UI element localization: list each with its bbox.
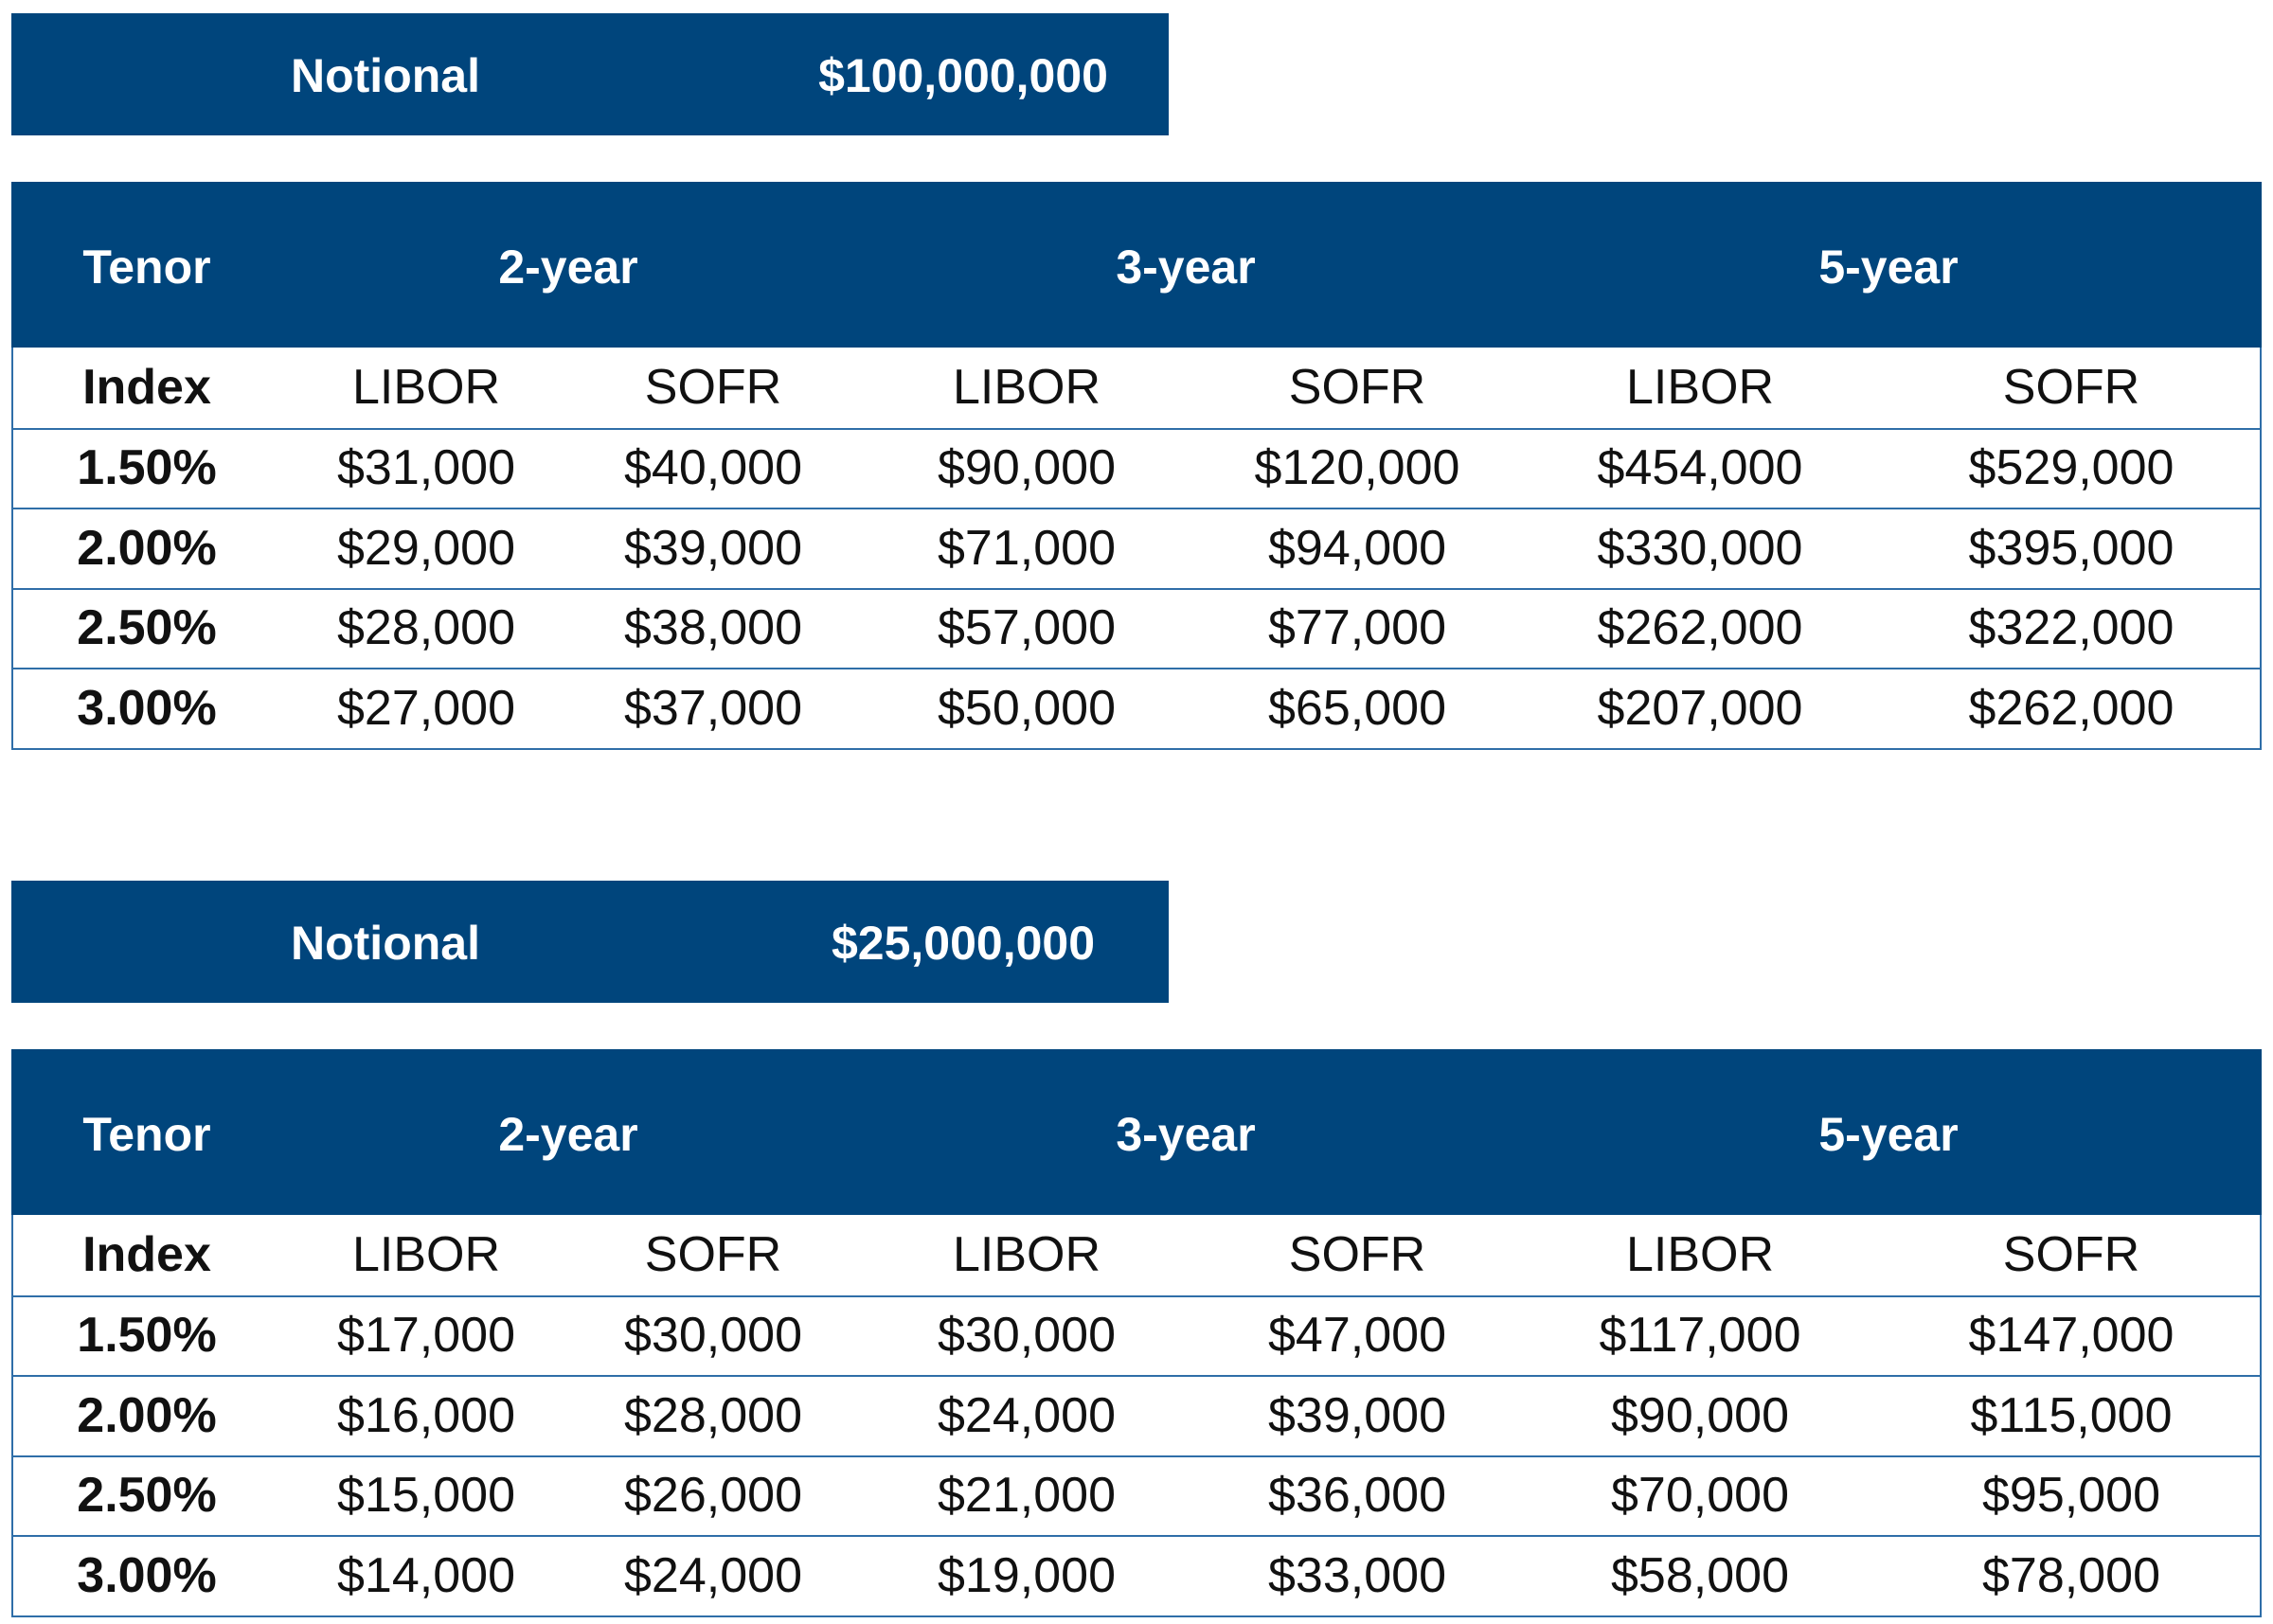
- cell: $21,000: [938, 1468, 1116, 1524]
- cell: $24,000: [938, 1387, 1116, 1443]
- row-divider: [11, 1375, 2262, 1378]
- index-column: LIBOR: [1625, 360, 1775, 416]
- cell: $90,000: [938, 439, 1116, 495]
- index-column: SOFR: [1288, 1227, 1426, 1283]
- row-divider: [11, 1535, 2262, 1538]
- cell: $31,000: [337, 439, 515, 495]
- notional-value: $100,000,000: [818, 49, 1108, 102]
- cell: $38,000: [624, 600, 802, 656]
- cell: $65,000: [1268, 680, 1446, 736]
- row-divider: [11, 1454, 2262, 1457]
- cell: $395,000: [1968, 520, 2175, 576]
- cell: $262,000: [1597, 600, 1803, 656]
- cell: $454,000: [1597, 439, 1803, 495]
- cell: $529,000: [1968, 439, 2175, 495]
- index-label: Index: [82, 1227, 211, 1283]
- index-column: SOFR: [2002, 360, 2140, 416]
- row-label: 2.50%: [77, 1468, 217, 1524]
- index-column: LIBOR: [351, 1227, 501, 1283]
- cell: $330,000: [1597, 520, 1803, 576]
- cell: $50,000: [938, 680, 1116, 736]
- row-label: 1.50%: [77, 439, 217, 495]
- cell: $39,000: [1268, 1387, 1446, 1443]
- index-label: Index: [82, 360, 211, 416]
- tenor: 5-year: [1818, 1108, 1959, 1161]
- cell: $117,000: [1599, 1307, 1801, 1363]
- cell: $40,000: [624, 439, 802, 495]
- row-label: 1.50%: [77, 1307, 217, 1363]
- cell: $27,000: [337, 680, 515, 736]
- cell: $16,000: [337, 1387, 515, 1443]
- tenor: 2-year: [498, 241, 638, 294]
- cell: $120,000: [1254, 439, 1460, 495]
- tenor: 3-year: [1116, 241, 1256, 294]
- cell: $17,000: [337, 1307, 515, 1363]
- cell: $57,000: [938, 600, 1116, 656]
- index-column: SOFR: [1288, 360, 1426, 416]
- notional-value: $25,000,000: [831, 917, 1096, 970]
- row-divider: [11, 508, 2262, 510]
- cell: $147,000: [1968, 1307, 2175, 1363]
- cell: $95,000: [1982, 1468, 2160, 1524]
- cell: $262,000: [1968, 680, 2175, 736]
- cell: $207,000: [1597, 680, 1803, 736]
- tenor: 5-year: [1818, 241, 1959, 294]
- notional-box: [11, 13, 1169, 135]
- table-body: [11, 1215, 2262, 1617]
- header-label: Tenor: [82, 241, 211, 294]
- index-column: SOFR: [2002, 1227, 2140, 1283]
- row-label: 3.00%: [77, 1547, 217, 1603]
- cell: $71,000: [938, 520, 1116, 576]
- cell: $90,000: [1611, 1387, 1789, 1443]
- cell: $14,000: [337, 1547, 515, 1603]
- cell: $94,000: [1268, 520, 1446, 576]
- cell: $322,000: [1968, 600, 2175, 656]
- cell: $78,000: [1982, 1547, 2160, 1603]
- cell: $58,000: [1611, 1547, 1789, 1603]
- index-column: LIBOR: [351, 360, 501, 416]
- header-bar: [11, 1049, 2262, 1215]
- cell: $19,000: [938, 1547, 1116, 1603]
- row-label: 2.50%: [77, 600, 217, 656]
- header-bar: [11, 182, 2262, 348]
- header-label: Tenor: [82, 1108, 211, 1161]
- row-label: 2.00%: [77, 1387, 217, 1443]
- cell: $115,000: [1970, 1387, 2173, 1443]
- index-column: LIBOR: [952, 1227, 1101, 1283]
- table-body: [11, 348, 2262, 750]
- row-divider: [11, 427, 2262, 430]
- cell: $37,000: [624, 680, 802, 736]
- index-column: SOFR: [644, 360, 782, 416]
- cell: $26,000: [624, 1468, 802, 1524]
- cell: $77,000: [1268, 600, 1446, 656]
- row-divider: [11, 668, 2262, 670]
- notional-label: Notional: [291, 49, 480, 102]
- index-column: SOFR: [644, 1227, 782, 1283]
- cell: $30,000: [938, 1307, 1116, 1363]
- tenor: 3-year: [1116, 1108, 1256, 1161]
- cell: $47,000: [1268, 1307, 1446, 1363]
- cell: $28,000: [624, 1387, 802, 1443]
- cell: $15,000: [337, 1468, 515, 1524]
- cell: $28,000: [337, 600, 515, 656]
- index-column: LIBOR: [1625, 1227, 1775, 1283]
- index-column: LIBOR: [952, 360, 1101, 416]
- cell: $70,000: [1611, 1468, 1789, 1524]
- row-divider: [11, 1294, 2262, 1297]
- cell: $33,000: [1268, 1547, 1446, 1603]
- cell: $36,000: [1268, 1468, 1446, 1524]
- notional-box: [11, 881, 1169, 1003]
- cell: $39,000: [624, 520, 802, 576]
- row-divider: [11, 587, 2262, 590]
- tenor: 2-year: [498, 1108, 638, 1161]
- cell: $24,000: [624, 1547, 802, 1603]
- cell: $30,000: [624, 1307, 802, 1363]
- notional-label: Notional: [291, 917, 480, 970]
- row-label: 3.00%: [77, 680, 217, 736]
- row-label: 2.00%: [77, 520, 217, 576]
- cell: $29,000: [337, 520, 515, 576]
